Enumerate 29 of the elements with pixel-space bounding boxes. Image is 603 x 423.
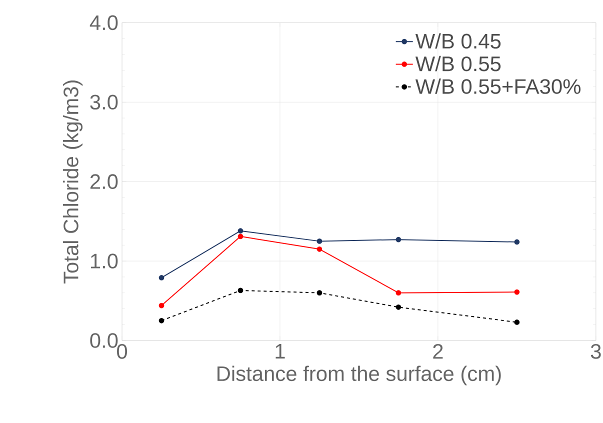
point [396, 304, 402, 310]
y-axis-title: Total Chloride (kg/m3) [63, 80, 83, 284]
y-tick-label: 2.0 [90, 174, 118, 190]
x-axis-title: Distance from the surface (cm) [218, 366, 501, 386]
point [316, 238, 322, 244]
point [158, 318, 164, 324]
x-tick-label: 0 [117, 344, 128, 359]
y-tick-label: 3.0 [90, 94, 118, 110]
point [316, 246, 322, 252]
legend-label: W/B 0.45 [415, 33, 501, 49]
y-tick-label: 0.0 [90, 333, 118, 348]
point [238, 234, 244, 240]
point [238, 288, 244, 294]
point [514, 289, 520, 295]
point [238, 228, 244, 234]
y-tick-label: 4.0 [90, 15, 118, 30]
point [514, 239, 520, 245]
x-tick-label: 2 [433, 344, 443, 359]
legend-label: W/B 0.55 [415, 56, 501, 72]
point [396, 290, 402, 296]
point [396, 237, 402, 242]
legend-label: W/B 0.55+FA30% [415, 78, 580, 94]
x-tick-label: 1 [276, 344, 285, 359]
y-tick-label: 1.0 [90, 254, 118, 269]
point [158, 275, 164, 281]
point [514, 320, 520, 326]
x-tick-label: 3 [590, 344, 601, 359]
point [158, 302, 164, 308]
point [316, 290, 322, 296]
